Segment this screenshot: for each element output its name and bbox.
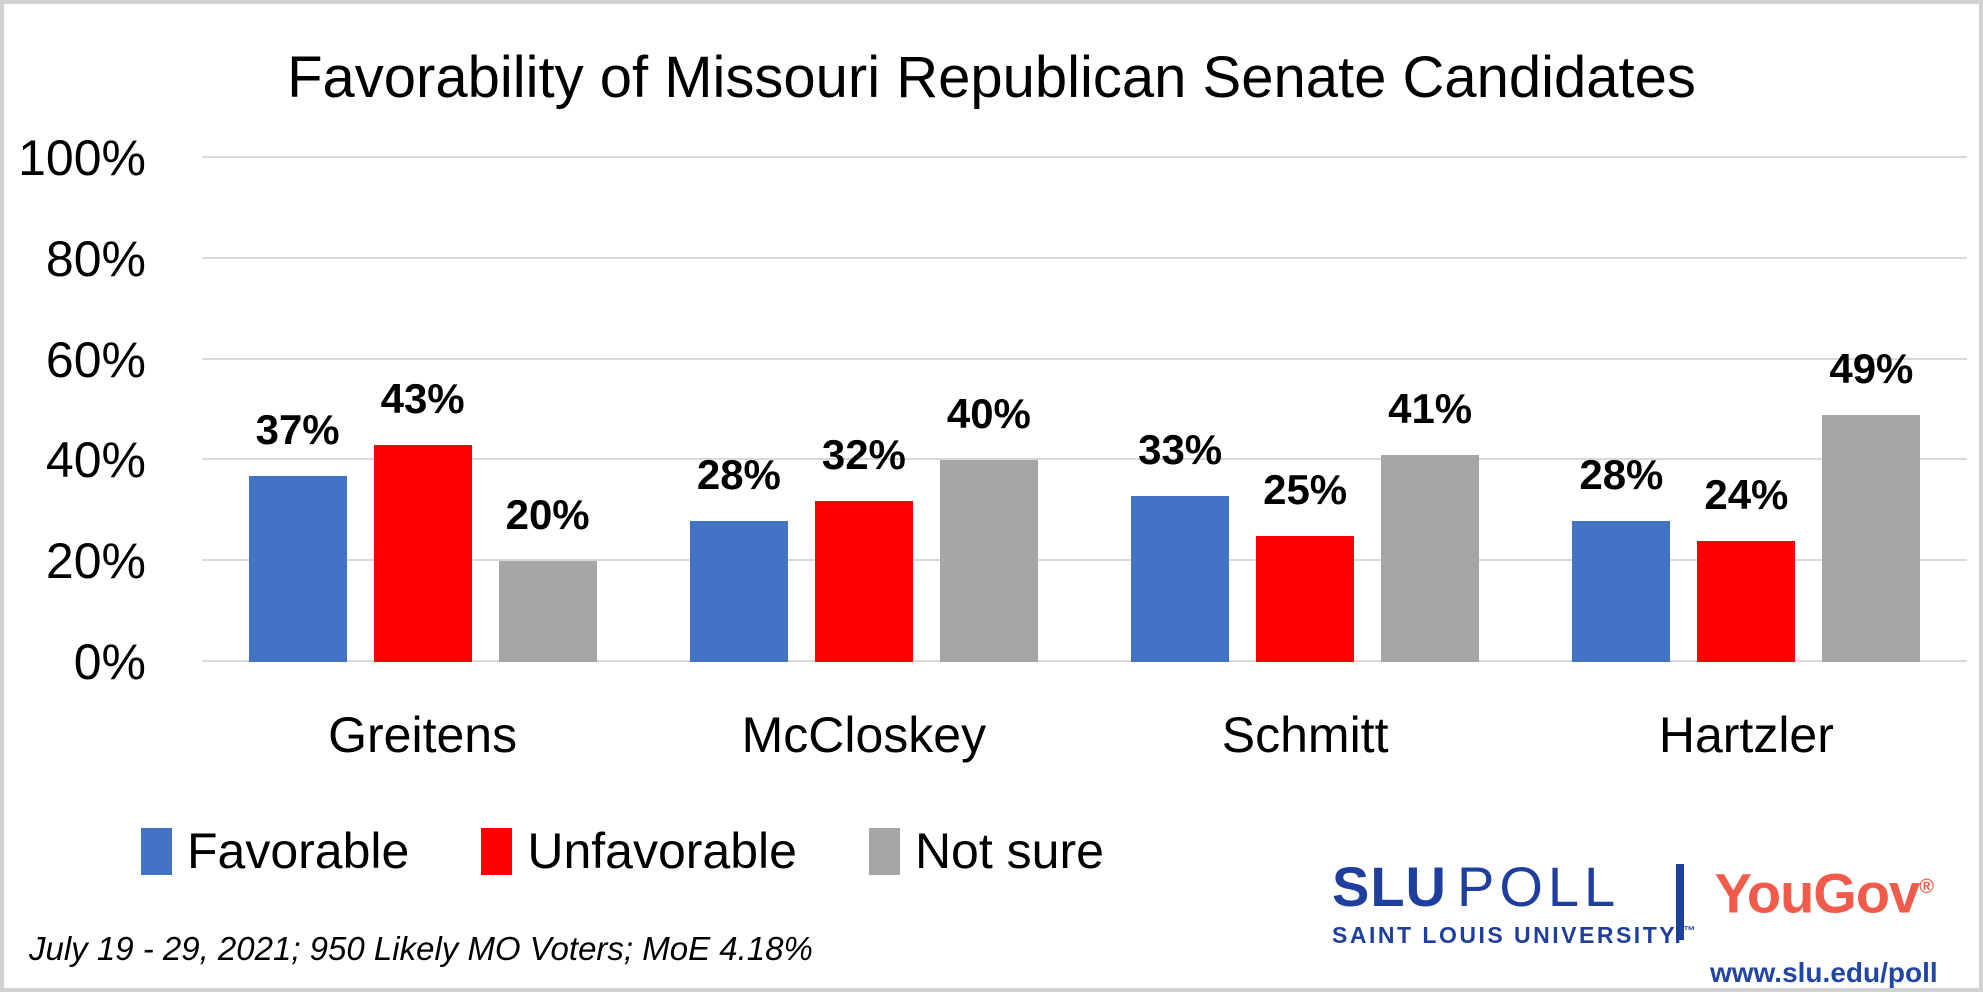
y-tick-label-40: 40% — [45, 432, 146, 489]
yougov-wordmark: YouGov® — [1714, 861, 1934, 925]
data-label-unfavorable-mccloskey: 32% — [821, 430, 906, 478]
gridline-60 — [202, 357, 1967, 360]
bar-group-greitens: 37% 43% 20% — [202, 158, 643, 662]
bar-favorable-schmitt: 33% — [1131, 426, 1230, 662]
branding-footer: SLU POLL SAINT LOUIS UNIVERSITY.™ YouGov®… — [1332, 858, 1938, 988]
data-label-unfavorable-schmitt: 25% — [1263, 466, 1348, 513]
data-label-unfavorable-hartzler: 24% — [1704, 471, 1789, 519]
y-tick-label-20: 20% — [45, 533, 146, 590]
legend: Favorable Unfavorable Not sure — [141, 822, 1104, 880]
legend-item-not-sure: Not sure — [868, 822, 1104, 880]
y-tick-label-60: 60% — [45, 331, 146, 388]
data-label-favorable-greitens: 37% — [255, 405, 340, 453]
slu-poll-logo: SLU POLL SAINT LOUIS UNIVERSITY.™ — [1332, 858, 1698, 949]
legend-swatch-favorable — [141, 827, 172, 875]
bar-not-sure-greitens: 20% — [498, 491, 597, 662]
bar-unfavorable-mccloskey: 32% — [814, 431, 913, 662]
bar-not-sure-mccloskey: 40% — [939, 390, 1038, 662]
data-label-favorable-hartzler: 28% — [1579, 450, 1664, 498]
bar-favorable-mccloskey: 28% — [689, 451, 788, 662]
legend-label-favorable: Favorable — [187, 823, 410, 879]
bar-not-sure-hartzler: 49% — [1822, 345, 1921, 662]
y-axis: 0% 20% 40% 60% 80% 100% — [4, 130, 146, 690]
slu-subtitle: SAINT LOUIS UNIVERSITY.™ — [1332, 922, 1698, 948]
bar-group-hartzler: 28% 24% 49% — [1526, 158, 1967, 662]
category-label-schmitt: Schmitt — [1221, 707, 1389, 763]
data-label-not-sure-greitens: 20% — [505, 491, 590, 539]
trademark-symbol: ™ — [1683, 923, 1698, 938]
data-label-favorable-mccloskey: 28% — [696, 450, 781, 498]
footnote: July 19 - 29, 2021; 950 Likely MO Voters… — [29, 930, 813, 967]
poll-word: POLL — [1457, 855, 1621, 918]
y-tick-label-0: 0% — [73, 634, 146, 690]
gridline-80 — [202, 256, 1967, 259]
bar-unfavorable-schmitt: 25% — [1256, 466, 1355, 662]
legend-swatch-unfavorable — [481, 827, 513, 875]
bar-unfavorable-hartzler: 24% — [1697, 471, 1796, 662]
legend-label-not-sure: Not sure — [914, 823, 1104, 879]
category-label-greitens: Greitens — [328, 707, 518, 763]
gridline-40 — [202, 458, 1967, 461]
slu-word: SLU — [1332, 855, 1447, 918]
bar-group-schmitt: 33% 25% 41% — [1085, 158, 1526, 662]
chart-title: Favorability of Missouri Republican Sena… — [287, 45, 1696, 110]
slu-poll-url: www.slu.edu/poll — [1710, 956, 1938, 988]
data-label-not-sure-schmitt: 41% — [1388, 385, 1473, 433]
y-tick-label-100: 100% — [18, 130, 146, 186]
logo-divider — [1676, 864, 1684, 940]
registered-symbol: ® — [1919, 876, 1934, 898]
data-label-not-sure-hartzler: 49% — [1829, 345, 1914, 393]
bar-favorable-greitens: 37% — [248, 406, 347, 662]
slu-poll-wordmark: SLU POLL — [1332, 858, 1662, 916]
data-label-favorable-schmitt: 33% — [1138, 425, 1223, 473]
data-label-not-sure-mccloskey: 40% — [946, 390, 1031, 438]
legend-item-favorable: Favorable — [141, 822, 409, 880]
data-label-unfavorable-greitens: 43% — [380, 375, 465, 423]
category-label-hartzler: Hartzler — [1658, 707, 1834, 763]
legend-swatch-not-sure — [868, 827, 900, 875]
category-label-mccloskey: McCloskey — [741, 707, 987, 763]
bar-favorable-hartzler: 28% — [1572, 451, 1671, 662]
bar-unfavorable-greitens: 43% — [373, 375, 472, 662]
x-axis: Greitens McCloskey Schmitt Hartzler — [202, 706, 1967, 764]
legend-label-unfavorable: Unfavorable — [527, 823, 797, 879]
plot-area: 37% 43% 20% 28% 32% 40% 33% 25% 41% 28% 24% 49% — [202, 156, 1967, 662]
legend-item-unfavorable: Unfavorable — [481, 822, 797, 880]
yougov-logo-block: YouGov® www.slu.edu/poll — [1710, 858, 1938, 988]
gridline-100 — [202, 156, 1967, 158]
bar-not-sure-schmitt: 41% — [1381, 385, 1480, 662]
bar-group-mccloskey: 28% 32% 40% — [643, 158, 1084, 662]
gridline-0 — [202, 660, 1967, 662]
gridline-20 — [202, 559, 1967, 562]
y-tick-label-80: 80% — [45, 230, 146, 287]
